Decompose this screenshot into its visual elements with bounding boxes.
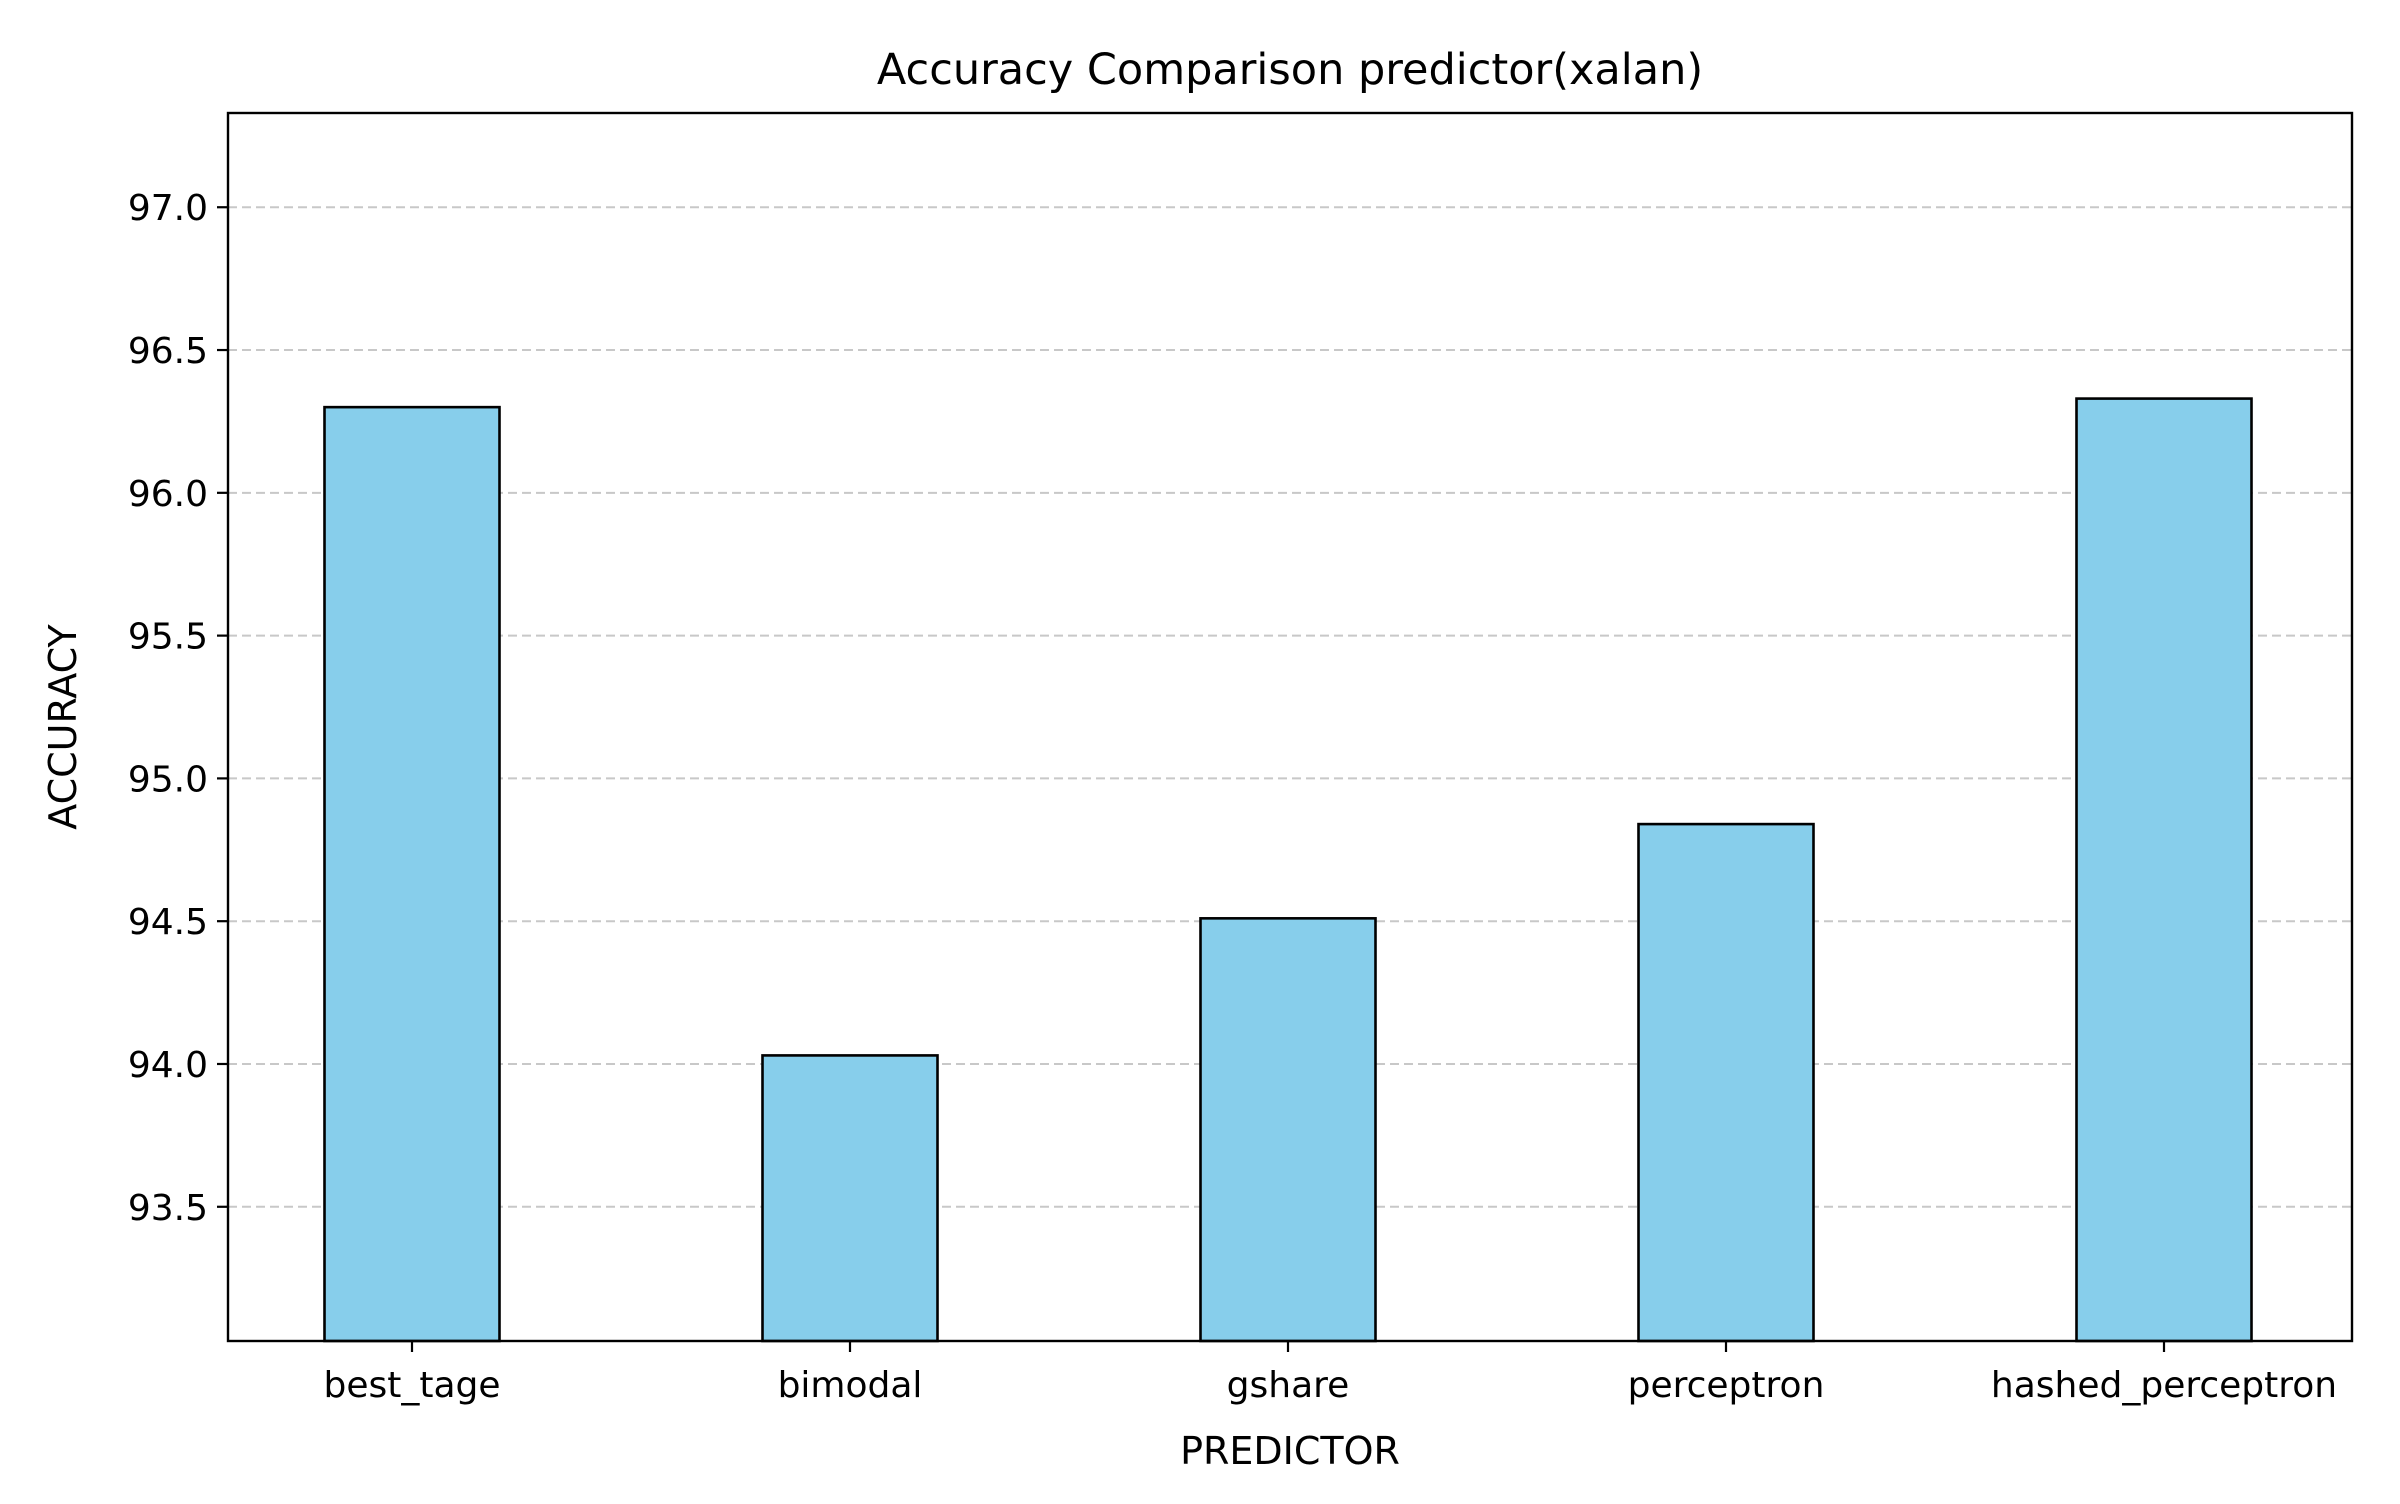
bar-perceptron: [1637, 822, 1815, 1343]
x-tick-label: best_tage: [323, 1365, 500, 1406]
x-tick-label: perceptron: [1628, 1365, 1825, 1406]
bar-hashed_perceptron: [2075, 397, 2253, 1343]
y-tick-label: 96.0: [128, 474, 208, 515]
x-tick-label: bimodal: [778, 1365, 923, 1406]
y-tick-label: 94.5: [128, 902, 208, 943]
y-axis-label: ACCURACY: [41, 623, 85, 829]
y-tick-label: 93.5: [128, 1188, 208, 1229]
y-tick-label: 95.5: [128, 617, 208, 658]
bar-best_tage: [323, 405, 501, 1343]
y-tick-label: 96.5: [128, 331, 208, 372]
bar-gshare: [1199, 917, 1377, 1343]
y-tick-label: 97.0: [128, 188, 208, 229]
bar-layer: [323, 397, 2253, 1343]
bar-bimodal: [761, 1054, 939, 1343]
x-tick-label: hashed_perceptron: [1991, 1365, 2337, 1406]
grid-layer: [228, 206, 2352, 1208]
plot-frame: [226, 111, 2354, 1343]
x-axis-label: PREDICTOR: [1180, 1429, 1400, 1473]
y-tick-label: 95.0: [128, 759, 208, 800]
chart-title: Accuracy Comparison predictor(xalan): [877, 45, 1703, 95]
y-tick-label: 94.0: [128, 1045, 208, 1086]
x-tick-label: gshare: [1227, 1365, 1350, 1406]
tick-layer: 93.5 94.0 94.5 95.0 95.5 96.0 96.5 97.0 best_tag…: [128, 188, 2337, 1406]
